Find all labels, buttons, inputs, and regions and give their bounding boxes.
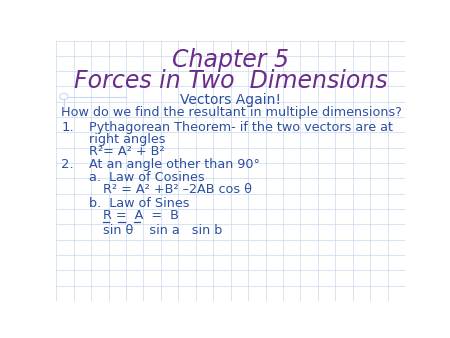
Text: Vectors Again!: Vectors Again! xyxy=(180,93,281,107)
Text: sin θ    sin a   sin b: sin θ sin a sin b xyxy=(104,224,223,237)
Text: R =  A  =  B: R = A = B xyxy=(104,209,179,222)
Text: right angles: right angles xyxy=(90,133,166,146)
Text: 1.: 1. xyxy=(62,121,74,134)
Text: At an angle other than 90°: At an angle other than 90° xyxy=(90,158,260,171)
Text: a.  Law of Cosines: a. Law of Cosines xyxy=(90,171,205,184)
Text: b.  Law of Sines: b. Law of Sines xyxy=(90,197,190,210)
Text: Chapter 5: Chapter 5 xyxy=(172,48,289,72)
Text: Forces in Two  Dimensions: Forces in Two Dimensions xyxy=(74,69,387,93)
Text: R² = A² +B² –2AB cos θ: R² = A² +B² –2AB cos θ xyxy=(104,183,252,196)
Text: How do we find the resultant in multiple dimensions?: How do we find the resultant in multiple… xyxy=(62,106,402,119)
Text: 2.: 2. xyxy=(62,158,74,171)
Text: Pythagorean Theorem- if the two vectors are at: Pythagorean Theorem- if the two vectors … xyxy=(90,121,393,134)
Text: R²= A² + B²: R²= A² + B² xyxy=(90,145,165,158)
